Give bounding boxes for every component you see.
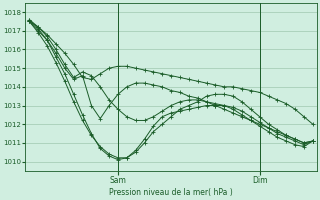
X-axis label: Pression niveau de la mer( hPa ): Pression niveau de la mer( hPa ) (109, 188, 233, 197)
